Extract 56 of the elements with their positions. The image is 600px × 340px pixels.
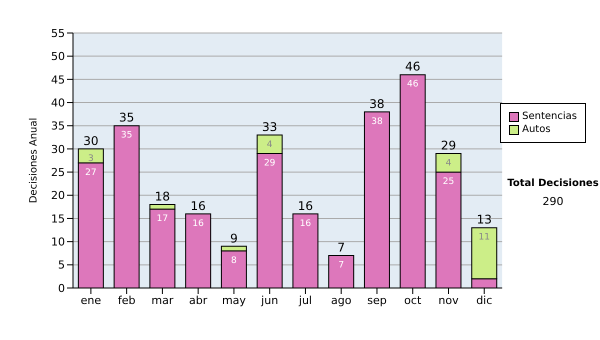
x-tick-label: ene (80, 294, 102, 307)
x-tick-label: jun (260, 294, 278, 307)
data-label: 29 (264, 158, 276, 169)
x-tick-label: ago (330, 294, 352, 307)
x-tick-label: mar (151, 294, 174, 307)
total-label: 16 (298, 198, 314, 213)
y-tick-label: 45 (51, 73, 65, 86)
total-label: 29 (440, 138, 456, 153)
x-tick-label: sep (367, 294, 387, 307)
y-axis-title: Decisiones Anual (28, 118, 40, 204)
y-tick-label: 5 (58, 258, 65, 272)
data-label: 46 (406, 80, 419, 90)
total-label: 35 (118, 110, 134, 125)
y-tick-label: 40 (51, 96, 65, 110)
x-tick-label: nov (438, 294, 460, 307)
y-tick-label: 25 (51, 166, 65, 179)
y-tick-label: 35 (51, 120, 65, 133)
legend-label: Sentencias (522, 110, 577, 123)
total-label: 46 (405, 60, 420, 74)
x-tick-label: jul (298, 294, 312, 307)
data-label: 4 (266, 140, 273, 150)
y-tick-label: 20 (51, 189, 65, 202)
total-label: 9 (230, 231, 238, 246)
data-label: 4 (446, 158, 452, 169)
data-label: 16 (300, 218, 312, 229)
data-label: 17 (156, 214, 168, 224)
y-tick-label: 30 (51, 142, 65, 156)
x-tick-label: dic (476, 294, 492, 307)
data-label: 11 (478, 232, 490, 243)
total-label: 13 (476, 212, 492, 227)
total-label: 30 (83, 134, 99, 148)
data-label: 7 (338, 260, 344, 271)
data-label: 38 (371, 116, 383, 127)
data-label: 35 (120, 130, 132, 141)
total-label: 38 (369, 96, 385, 111)
data-label: 25 (442, 177, 454, 188)
y-tick-label: 10 (51, 236, 65, 249)
total-label: 16 (190, 198, 206, 213)
x-tick-label: abr (189, 294, 208, 307)
text: Total Decisiones (506, 178, 600, 189)
y-tick-label: 55 (51, 26, 65, 40)
total-label: 33 (262, 120, 278, 134)
x-tick-label: feb (118, 294, 136, 307)
x-tick-label: oct (404, 294, 422, 307)
x-tick-label: may (222, 294, 246, 307)
data-label: 3 (88, 154, 94, 164)
y-tick-label: 15 (51, 212, 65, 226)
data-label: 16 (192, 218, 204, 229)
y-tick-label: 50 (51, 50, 65, 64)
y-tick-label: 0 (58, 282, 65, 295)
data-label: 27 (85, 168, 97, 178)
total-label: 18 (154, 190, 170, 204)
text: 290 (542, 195, 564, 208)
total-label: 7 (337, 240, 346, 255)
legend-label: Autos (522, 123, 551, 136)
data-label: 8 (231, 256, 238, 266)
